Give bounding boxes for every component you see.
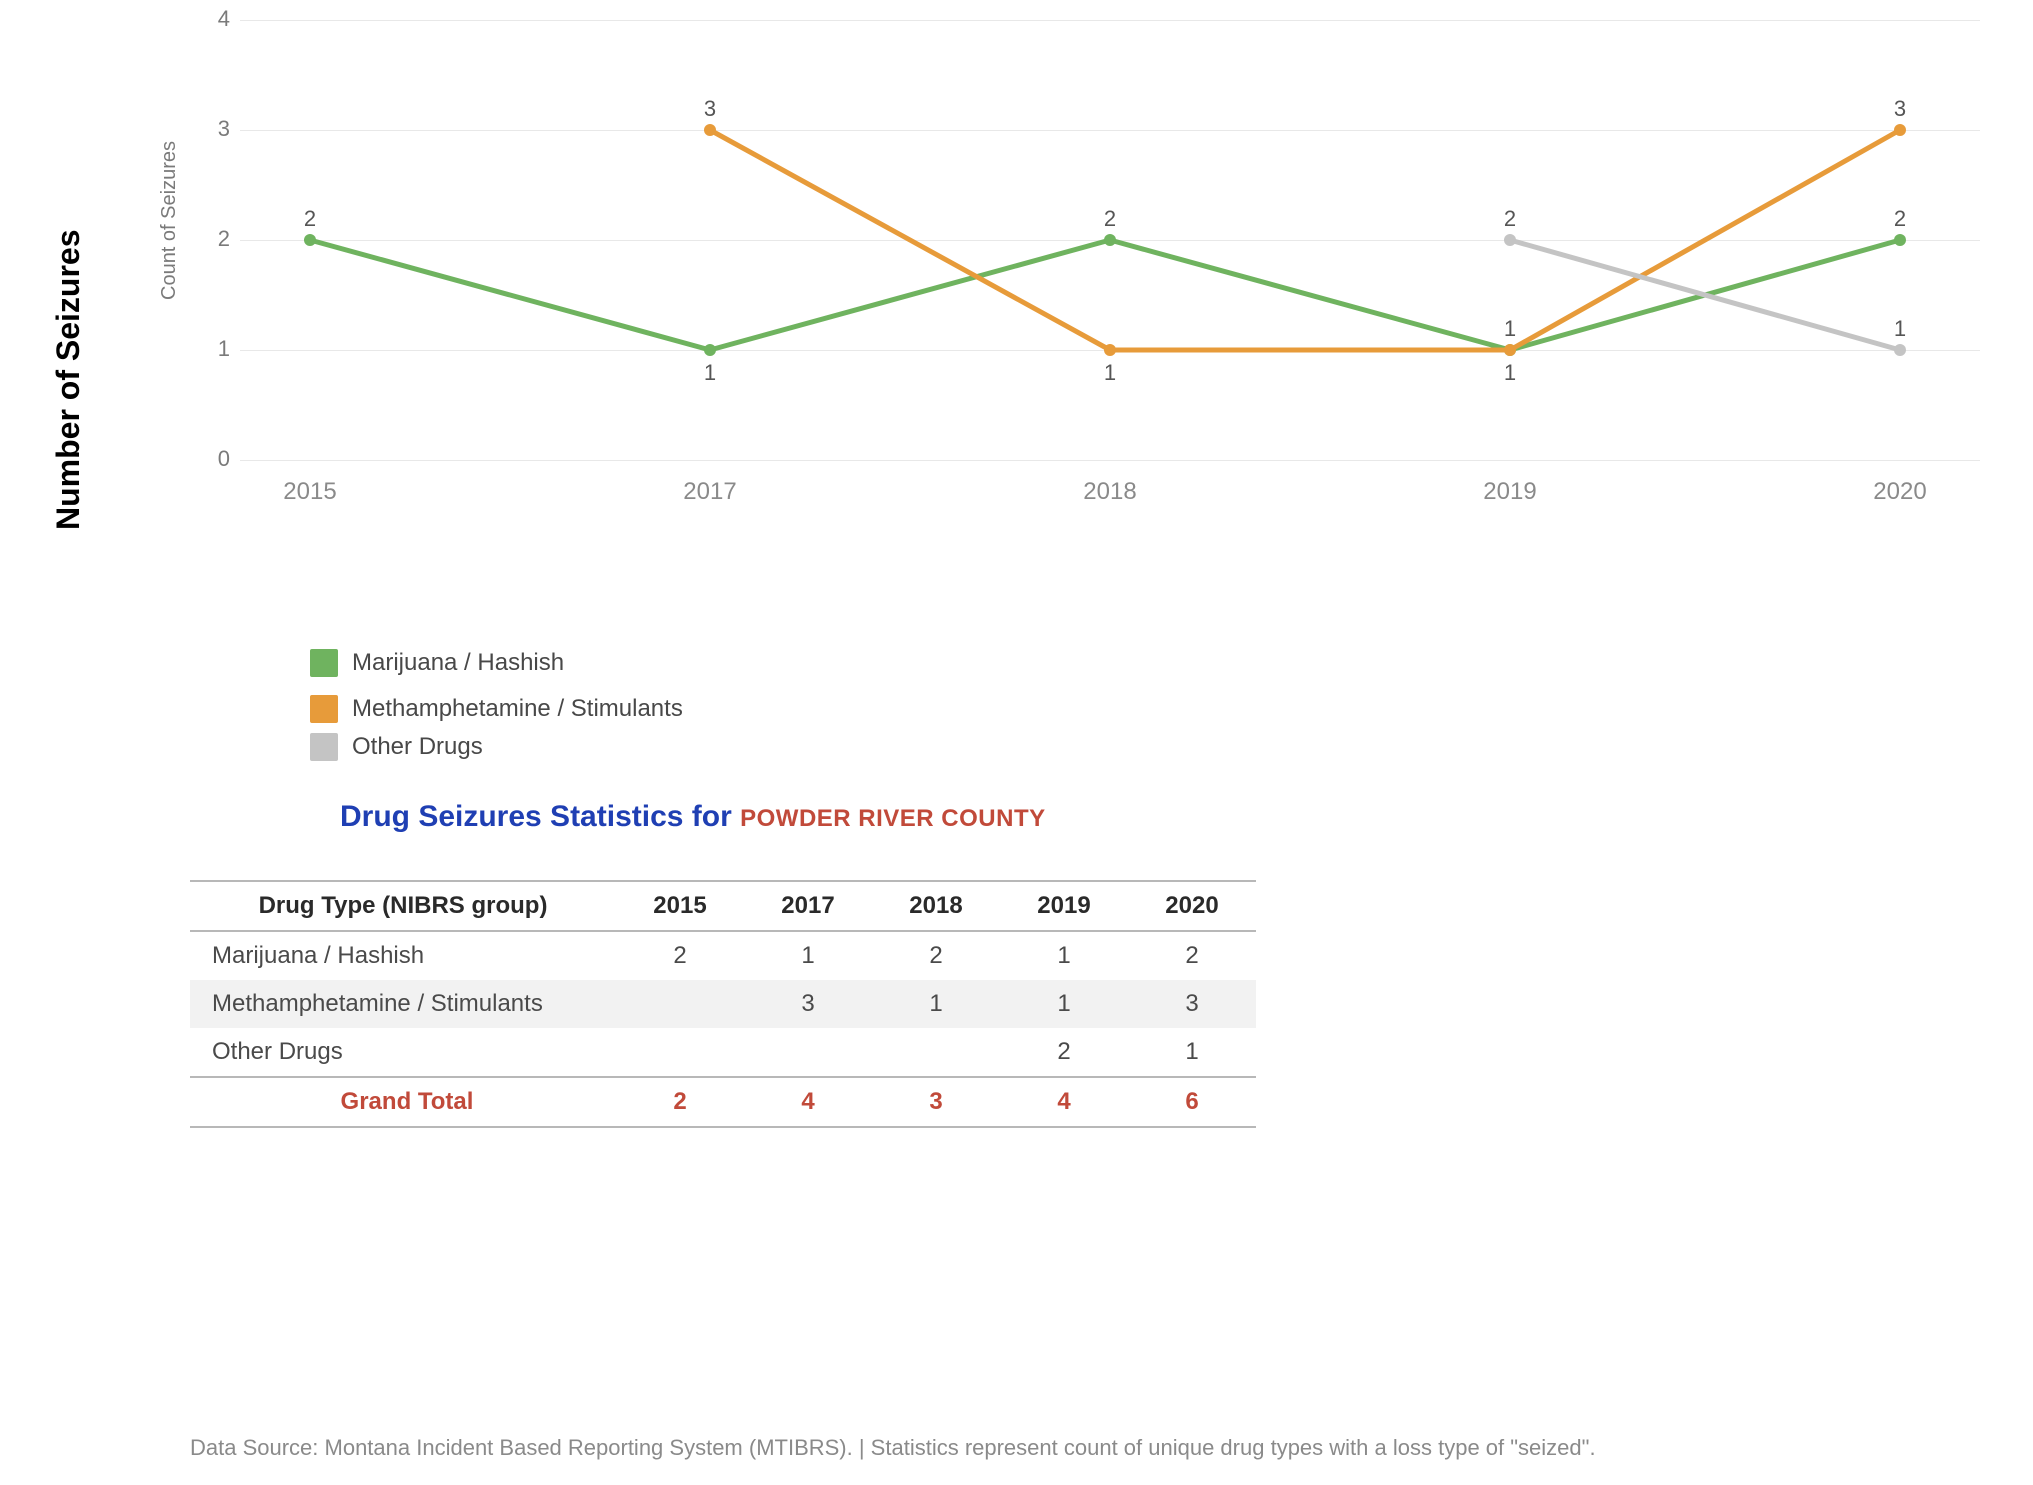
table-cell: 2: [1000, 1028, 1128, 1077]
table-total-label: Grand Total: [190, 1077, 616, 1127]
point-value-label: 1: [1504, 360, 1516, 386]
series-line: [310, 240, 1900, 350]
table-cell: [872, 1028, 1000, 1077]
table-title-prefix: Drug Seizures Statistics for: [340, 800, 740, 833]
series-point: [1894, 234, 1906, 246]
table-cell: [744, 1028, 872, 1077]
table-total-row: Grand Total24346: [190, 1077, 1256, 1127]
legend-label: Methamphetamine / Stimulants: [352, 695, 683, 723]
series-point: [1894, 344, 1906, 356]
seizures-table: Drug Type (NIBRS group)20152017201820192…: [190, 880, 1256, 1128]
table-column-header: 2019: [1000, 881, 1128, 931]
table-header-row: Drug Type (NIBRS group)20152017201820192…: [190, 881, 1256, 931]
table-row-label: Other Drugs: [190, 1028, 616, 1077]
table-row-label: Marijuana / Hashish: [190, 931, 616, 980]
table-cell: 1: [1128, 1028, 1256, 1077]
series-line: [710, 130, 1900, 350]
legend-swatch: [310, 733, 338, 761]
series-point: [1104, 234, 1116, 246]
table-cell: 3: [744, 980, 872, 1028]
series-point: [1504, 234, 1516, 246]
table-column-header: 2018: [872, 881, 1000, 931]
legend-swatch: [310, 649, 338, 677]
table-title: Drug Seizures Statistics for POWDER RIVE…: [340, 800, 1046, 834]
outer-y-axis-label: Number of Seizures: [50, 229, 87, 530]
table-row: Marijuana / Hashish21212: [190, 931, 1256, 980]
table-cell: 2: [872, 931, 1000, 980]
point-value-label: 2: [304, 206, 316, 232]
point-value-label: 3: [1894, 96, 1906, 122]
series-point: [1894, 124, 1906, 136]
table-row: Other Drugs 21: [190, 1028, 1256, 1077]
table-column-header: 2020: [1128, 881, 1256, 931]
table-total-cell: 3: [872, 1077, 1000, 1127]
point-value-label: 1: [1504, 316, 1516, 342]
table-cell: 1: [1000, 931, 1128, 980]
series-point: [704, 344, 716, 356]
point-value-label: 1: [1104, 360, 1116, 386]
table-total-cell: 4: [744, 1077, 872, 1127]
table-cell: 1: [1000, 980, 1128, 1028]
legend-item: Methamphetamine / Stimulants: [310, 686, 683, 732]
table-cell: 2: [616, 931, 744, 980]
point-value-label: 2: [1104, 206, 1116, 232]
chart-legend: Marijuana / Hashish Methamphetamine / Sti…: [310, 640, 683, 762]
legend-label: Marijuana / Hashish: [352, 649, 564, 677]
series-point: [1504, 344, 1516, 356]
table-cell: [616, 980, 744, 1028]
data-source-footnote: Data Source: Montana Incident Based Repo…: [190, 1435, 1596, 1461]
table-title-county: POWDER RIVER COUNTY: [740, 805, 1046, 832]
table-row-label: Methamphetamine / Stimulants: [190, 980, 616, 1028]
series-point: [304, 234, 316, 246]
table-column-header: 2015: [616, 881, 744, 931]
seizures-line-chart: Count of Seizures 0123420152017201820192…: [140, 0, 2010, 560]
table-total-cell: 2: [616, 1077, 744, 1127]
point-value-label: 1: [704, 360, 716, 386]
table-column-header: 2017: [744, 881, 872, 931]
table-row: Methamphetamine / Stimulants3113: [190, 980, 1256, 1028]
legend-label: Other Drugs: [352, 733, 483, 761]
series-point: [704, 124, 716, 136]
table-cell: 1: [744, 931, 872, 980]
point-value-label: 2: [1504, 206, 1516, 232]
page-root: Number of Seizures Count of Seizures 012…: [0, 0, 2033, 1485]
series-point: [1104, 344, 1116, 356]
legend-item: Marijuana / Hashish: [310, 640, 683, 686]
table-total-cell: 6: [1128, 1077, 1256, 1127]
legend-item: Other Drugs: [310, 732, 683, 762]
table-cell: 1: [872, 980, 1000, 1028]
table-row-header: Drug Type (NIBRS group): [190, 881, 616, 931]
table-cell: [616, 1028, 744, 1077]
table-cell: 3: [1128, 980, 1256, 1028]
legend-swatch: [310, 695, 338, 723]
chart-svg: [140, 0, 2020, 500]
point-value-label: 1: [1894, 316, 1906, 342]
table-cell: 2: [1128, 931, 1256, 980]
point-value-label: 2: [1894, 206, 1906, 232]
point-value-label: 3: [704, 96, 716, 122]
table-total-cell: 4: [1000, 1077, 1128, 1127]
